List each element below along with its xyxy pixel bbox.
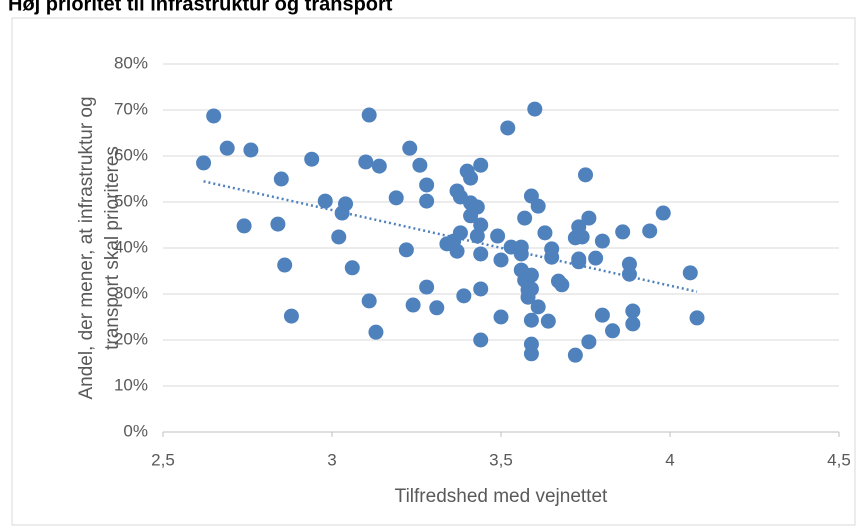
point — [581, 210, 597, 226]
point — [469, 199, 485, 215]
y-tick-label: 80% — [114, 53, 148, 72]
point — [625, 316, 641, 332]
point — [371, 158, 387, 174]
y-tick-label: 0% — [123, 421, 148, 440]
point — [530, 198, 546, 214]
point — [419, 193, 435, 209]
point — [419, 177, 435, 193]
x-tick-label: 3,5 — [489, 450, 513, 469]
y-tick-label: 60% — [114, 145, 148, 164]
point — [361, 293, 377, 309]
point — [567, 347, 583, 363]
x-tick-label: 2,5 — [151, 450, 175, 469]
point — [523, 281, 539, 297]
point — [527, 101, 543, 117]
point — [236, 218, 252, 234]
point — [388, 190, 404, 206]
point — [689, 310, 705, 326]
point — [334, 205, 350, 221]
point — [473, 217, 489, 233]
y-axis-title: Andel, der mener, at infrastruktur og tr… — [76, 96, 123, 399]
y-tick-label: 70% — [114, 99, 148, 118]
point — [405, 297, 421, 313]
point — [277, 257, 293, 273]
point — [500, 120, 516, 136]
point — [361, 107, 377, 123]
point — [429, 300, 445, 316]
y-tick-label: 40% — [114, 237, 148, 256]
point — [317, 193, 333, 209]
point — [419, 279, 435, 295]
point — [402, 140, 418, 156]
y-axis-title-line: transport skal prioriteres — [102, 146, 123, 350]
x-tick-label: 4 — [665, 450, 674, 469]
point — [523, 312, 539, 328]
y-tick-label: 50% — [114, 191, 148, 210]
point — [523, 346, 539, 362]
point — [283, 308, 299, 324]
point — [578, 167, 593, 183]
point — [490, 228, 506, 244]
point — [594, 307, 610, 323]
point — [540, 313, 556, 329]
point — [682, 265, 698, 281]
y-tick-label: 30% — [114, 283, 148, 302]
point — [473, 246, 489, 262]
point — [571, 254, 587, 270]
point — [368, 324, 384, 340]
point — [517, 210, 533, 226]
point — [473, 332, 489, 348]
point — [206, 108, 222, 124]
point — [449, 243, 465, 259]
chart-title: Høj prioritet til infrastruktur og trans… — [8, 0, 393, 15]
point — [463, 170, 479, 186]
x-tick-label: 3 — [327, 450, 336, 469]
trendline — [203, 180, 698, 293]
point — [344, 260, 360, 276]
point — [581, 334, 597, 350]
point — [625, 303, 641, 319]
point — [398, 242, 414, 258]
point — [554, 277, 570, 293]
y-tick-label: 10% — [114, 375, 148, 394]
x-axis-title: Tilfredshed med vejnettet — [395, 486, 608, 507]
point — [594, 233, 610, 249]
point — [513, 246, 529, 262]
point — [493, 252, 509, 268]
chart-frame — [11, 17, 856, 526]
point — [523, 267, 539, 283]
point — [243, 142, 259, 158]
point — [219, 140, 235, 156]
point — [574, 229, 590, 245]
point — [642, 223, 658, 239]
point — [196, 155, 212, 171]
point — [530, 299, 546, 315]
y-axis-title-line: Andel, der mener, at infrastruktur og — [76, 96, 97, 399]
point — [358, 154, 374, 170]
point — [452, 225, 468, 241]
point — [493, 309, 509, 325]
x-tick-label: 4,5 — [827, 450, 851, 469]
point — [605, 323, 621, 339]
point — [331, 229, 347, 245]
point — [537, 225, 553, 241]
point — [615, 224, 631, 240]
point — [273, 171, 289, 187]
point — [473, 281, 489, 297]
point — [270, 216, 286, 232]
y-tick-label: 20% — [114, 329, 148, 348]
point — [655, 205, 671, 221]
point — [412, 157, 428, 173]
point — [588, 250, 604, 266]
point — [473, 157, 489, 173]
point — [304, 151, 320, 167]
point — [456, 288, 472, 304]
